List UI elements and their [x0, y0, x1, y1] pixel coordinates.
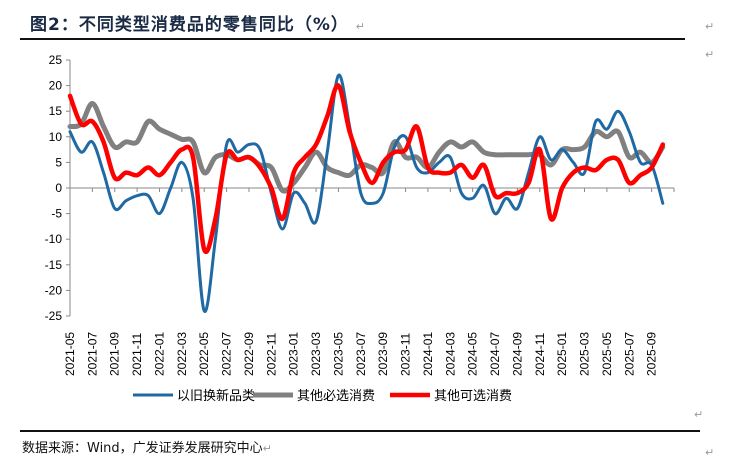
x-tick-label: 2025-03: [578, 332, 592, 376]
y-tick-label: 15: [49, 104, 63, 118]
x-tick-label: 2021-05: [63, 332, 77, 376]
y-tick-label: 10: [49, 130, 63, 144]
x-tick-label: 2024-03: [443, 332, 457, 376]
return-mark-icon: ↵: [694, 409, 704, 421]
title-rule: [20, 38, 685, 40]
x-tick-label: 2021-11: [130, 333, 144, 376]
return-mark-icon: ↵: [705, 21, 715, 33]
y-tick-label: 0: [55, 181, 62, 195]
return-mark-icon: ↵: [705, 49, 715, 61]
series-line-1: [68, 73, 665, 313]
x-tick-label: 2022-05: [197, 332, 211, 376]
x-tick-label: 2025-09: [645, 332, 659, 376]
x-tick-label: 2021-07: [85, 332, 99, 376]
x-tick-label: 2023-11: [399, 333, 413, 376]
x-tick-label: 2023-05: [331, 332, 345, 376]
x-tick-label: 2021-09: [108, 332, 122, 376]
y-tick-label: -25: [45, 309, 63, 323]
x-axis: 2021-05 2021-07 2021-09 2021-11 2022-01 2022-…: [63, 187, 675, 376]
x-tick-label: 2025-07: [622, 332, 636, 376]
legend-label: 其他必选消费: [297, 389, 375, 404]
y-tick-label: 25: [49, 53, 63, 67]
return-mark-icon: ↵: [355, 20, 367, 33]
x-tick-label: 2022-07: [220, 332, 234, 376]
y-tick-label: 20: [49, 79, 63, 93]
y-tick-label: -20: [45, 283, 63, 297]
x-tick-label: 2024-09: [510, 332, 524, 376]
x-tick-label: 2023-07: [354, 332, 368, 376]
source-rule: [20, 430, 700, 432]
x-tick-label: 2023-01: [287, 332, 301, 376]
x-tick-label: 2024-11: [533, 333, 547, 376]
series-line-3: [67, 83, 666, 254]
y-axis: 25 20 15 10 5 0 -5 -10 -15 -20 -25: [45, 53, 71, 323]
legend-label: 其他可选消费: [434, 389, 512, 404]
x-tick-label: 2022-01: [152, 332, 166, 376]
x-tick-label: 2023-03: [309, 332, 323, 376]
legend-label: 以旧换新品类: [177, 388, 255, 404]
y-tick-label: -15: [45, 258, 63, 272]
x-tick-label: 2025-01: [555, 332, 569, 376]
x-tick-label: 2022-03: [175, 332, 189, 376]
x-tick-label: 2025-05: [600, 332, 614, 376]
x-tick-label: 2024-05: [466, 332, 480, 376]
x-tick-label: 2024-07: [488, 332, 502, 376]
x-tick-label: 2024-01: [421, 332, 435, 376]
y-tick-label: -5: [51, 207, 62, 221]
y-tick-label: -10: [45, 232, 63, 246]
legend: 以旧换新品类 其他必选消费 其他可选消费: [133, 388, 512, 404]
source-note: 数据来源：Wind，广发证券发展研究中心↵: [22, 441, 272, 456]
x-tick-label: 2023-09: [376, 332, 390, 376]
return-mark-icon: ↵: [705, 447, 715, 459]
figure-title: 图2：不同类型消费品的零售同比（%） ↵: [30, 15, 367, 35]
series-lines: [67, 73, 666, 313]
y-tick-label: 5: [55, 155, 62, 169]
x-tick-label: 2022-11: [264, 333, 278, 376]
x-tick-label: 2022-09: [242, 332, 256, 376]
